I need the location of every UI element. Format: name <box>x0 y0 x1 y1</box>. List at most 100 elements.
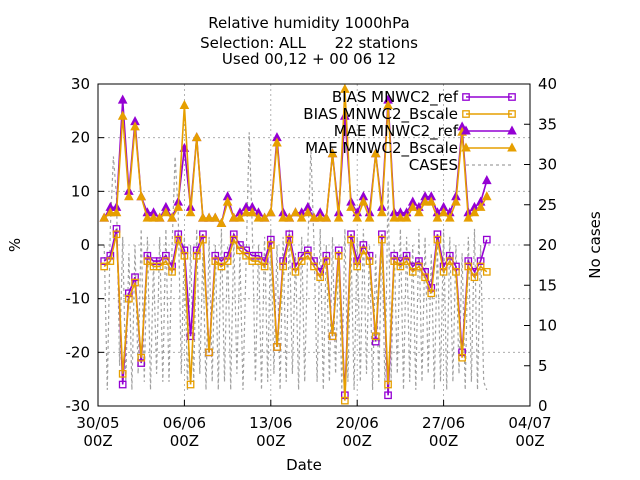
data-point <box>347 230 355 239</box>
data-point <box>328 332 337 341</box>
data-point <box>508 110 516 118</box>
data-point <box>186 332 195 341</box>
cases-series <box>103 132 488 391</box>
data-point <box>210 212 221 222</box>
data-point <box>322 251 331 260</box>
data-point <box>333 212 344 222</box>
legend-label: MAE MNWC2_ref <box>334 122 459 141</box>
y2-axis-ticks: 0 5 10 15 20 25 30 35 40 <box>524 75 557 415</box>
y-tick-label: -30 <box>66 397 91 415</box>
data-point <box>371 337 380 346</box>
data-point <box>461 125 471 135</box>
data-point <box>420 196 430 206</box>
data-point <box>309 212 319 222</box>
data-point <box>390 251 399 260</box>
data-point <box>482 235 491 244</box>
data-point <box>340 83 350 93</box>
data-point <box>131 273 139 282</box>
data-point <box>389 212 400 222</box>
data-point <box>247 207 258 217</box>
data-point <box>235 212 245 222</box>
data-point <box>359 246 368 255</box>
chart-title: Relative humidity 1000hPa Selection: ALL… <box>200 14 418 68</box>
data-point <box>507 125 517 135</box>
data-point <box>155 262 164 271</box>
data-point <box>290 207 301 217</box>
data-point <box>229 230 238 239</box>
data-point <box>464 257 473 265</box>
data-point <box>291 267 300 276</box>
y-axis-label: % <box>6 238 24 252</box>
data-point <box>229 235 238 244</box>
legend-entry: MAE MNWC2_ref <box>334 122 517 141</box>
y2-tick-label: 5 <box>538 357 548 375</box>
data-point <box>99 212 110 222</box>
data-point <box>445 251 454 260</box>
data-point <box>384 380 392 389</box>
data-point <box>279 262 287 271</box>
x-tick-label-sub: 00Z <box>515 432 544 450</box>
data-point <box>216 217 227 228</box>
data-point <box>241 207 251 217</box>
y-tick-label: 10 <box>71 182 90 200</box>
data-point <box>296 212 307 222</box>
x-axis-ticks: 30/0500Z06/0600Z13/0600Z20/0600Z27/0600Z… <box>76 400 552 450</box>
x-tick-label-sub: 00Z <box>429 432 458 450</box>
y-tick-label: -10 <box>66 290 91 308</box>
y-axis-ticks: -30 -20 -10 0 10 20 30 <box>66 75 104 415</box>
data-point <box>346 201 356 211</box>
data-point <box>273 343 281 351</box>
data-point <box>168 267 176 276</box>
data-point <box>415 262 423 271</box>
legend-label: BIAS MNWC2_Bscale <box>303 105 458 124</box>
data-point <box>462 93 470 101</box>
title-line-2: Selection: ALL 22 stations <box>200 34 418 52</box>
x-tick-label: 20/06 <box>336 414 379 432</box>
data-point <box>427 289 436 298</box>
data-point <box>272 137 282 147</box>
data-point <box>438 207 449 217</box>
data-point <box>205 348 213 357</box>
y-tick-label: -20 <box>66 343 91 361</box>
data-point <box>352 212 363 222</box>
data-point <box>217 262 226 271</box>
y-tick-label: 0 <box>80 236 90 254</box>
data-point <box>377 207 387 217</box>
legend-entry: CASES <box>409 156 512 174</box>
data-point <box>198 212 208 222</box>
data-point <box>105 207 116 217</box>
data-point <box>125 294 133 303</box>
series-line <box>103 132 488 391</box>
data-point <box>315 212 326 222</box>
data-point <box>303 251 312 260</box>
data-point <box>445 257 454 265</box>
data-point <box>162 251 170 260</box>
data-point <box>191 132 202 142</box>
legend-label: MAE MNWC2_Bscale <box>305 139 458 158</box>
data-point <box>125 289 133 298</box>
legend-entry: BIAS MNWC2_ref <box>332 88 516 107</box>
legend-entry: BIAS MNWC2_Bscale <box>303 105 516 124</box>
data-point <box>390 257 399 265</box>
data-point <box>462 110 470 118</box>
legend-label: CASES <box>409 156 458 174</box>
data-point <box>378 230 386 239</box>
data-point <box>310 262 318 271</box>
y2-tick-label: 25 <box>538 196 557 214</box>
data-point <box>364 212 375 222</box>
x-axis-label: Date <box>286 456 322 474</box>
y2-tick-label: 0 <box>538 397 548 415</box>
y2-tick-label: 10 <box>538 317 557 335</box>
data-point <box>278 212 288 222</box>
data-point <box>316 273 325 282</box>
x-tick-label-sub: 00Z <box>83 432 112 450</box>
y2-tick-label: 30 <box>538 156 557 174</box>
data-point <box>222 196 233 206</box>
data-point <box>180 251 189 260</box>
data-point <box>464 262 473 271</box>
data-point <box>347 235 355 244</box>
data-point <box>112 225 121 233</box>
data-point <box>254 257 263 265</box>
data-point <box>112 230 121 239</box>
